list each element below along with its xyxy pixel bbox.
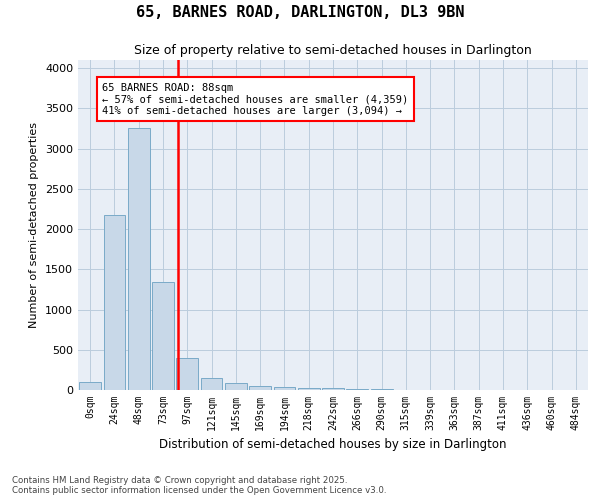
Title: Size of property relative to semi-detached houses in Darlington: Size of property relative to semi-detach… [134,44,532,58]
Bar [249,386,271,390]
Bar [176,358,198,390]
Bar [274,387,295,390]
Text: Contains HM Land Registry data © Crown copyright and database right 2025.
Contai: Contains HM Land Registry data © Crown c… [12,476,386,495]
Text: 65 BARNES ROAD: 88sqm
← 57% of semi-detached houses are smaller (4,359)
41% of s: 65 BARNES ROAD: 88sqm ← 57% of semi-deta… [102,82,409,116]
Bar [152,282,174,390]
Bar [371,389,392,390]
Bar [104,216,125,390]
Bar [225,383,247,390]
Bar [322,388,344,390]
Bar [79,382,101,390]
Bar [128,128,149,390]
Text: 65, BARNES ROAD, DARLINGTON, DL3 9BN: 65, BARNES ROAD, DARLINGTON, DL3 9BN [136,5,464,20]
Bar [346,389,368,390]
Bar [298,388,320,390]
X-axis label: Distribution of semi-detached houses by size in Darlington: Distribution of semi-detached houses by … [159,438,507,452]
Bar [200,378,223,390]
Y-axis label: Number of semi-detached properties: Number of semi-detached properties [29,122,40,328]
